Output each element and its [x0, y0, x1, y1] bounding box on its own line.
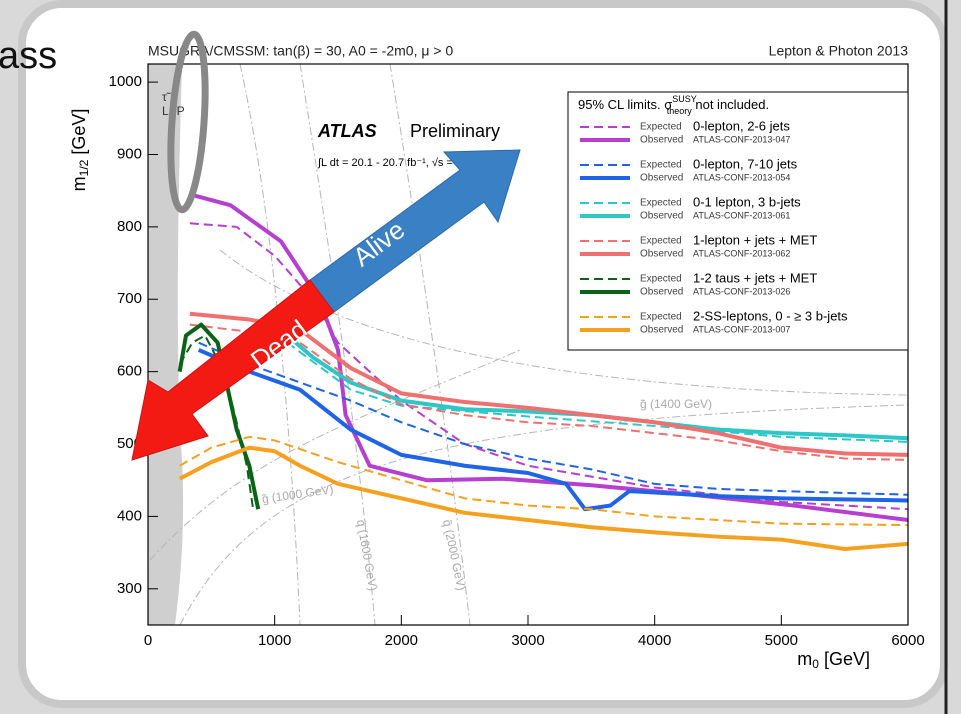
y-axis-label: m1/2 [GeV] — [69, 109, 91, 192]
legend-box — [567, 91, 909, 351]
legend-group-ref: ATLAS-CONF-2013-007 — [693, 324, 790, 334]
legend-entry: Observed — [640, 211, 683, 222]
legend-entry: Observed — [640, 325, 683, 336]
y-tick-label: 900 — [117, 145, 142, 162]
highlight-ellipse — [167, 30, 209, 214]
gluino-1400 — [219, 249, 909, 396]
y-label-main: m — [69, 176, 89, 191]
annotation: g̃ (1400 GeV) — [640, 397, 712, 411]
slide-text: ass — [0, 35, 57, 77]
legend-group-ref: ATLAS-CONF-2013-061 — [693, 210, 790, 220]
x-label-main: m — [797, 649, 812, 669]
legend-title-main: 95% CL limits. σ — [578, 97, 672, 112]
y-tick-label: 800 — [117, 218, 142, 235]
y-tick-label: 600 — [117, 363, 142, 380]
status: Preliminary — [410, 121, 500, 141]
legend-group-label: 1-2 taus + jets + MET — [693, 270, 817, 285]
legend-entry: Observed — [640, 249, 683, 260]
limit-curve — [178, 445, 909, 551]
isomass-lines — [149, 63, 909, 626]
arrow: Alive Dead — [131, 149, 521, 461]
legend-entry: Observed — [640, 173, 683, 184]
y-tick-label: 400 — [117, 507, 142, 524]
x-tick-label: 3000 — [511, 632, 544, 649]
legend-group-ref: ATLAS-CONF-2013-062 — [693, 248, 790, 258]
legend-group-ref: ATLAS-CONF-2013-026 — [693, 286, 790, 296]
legend-entry: Observed — [640, 287, 683, 298]
squark-1600 — [299, 63, 376, 626]
legend-group-label: 0-1 lepton, 3 b-jets — [693, 194, 801, 209]
legend: 95% CL limits. σSUSY theory not included.… — [567, 91, 909, 351]
legend-entry: Expected — [640, 274, 682, 285]
chart-title: MSUGRA/CMSSM: tan(β) = 30, A0 = -2m0, μ … — [148, 43, 453, 59]
limit-curve — [189, 222, 909, 511]
x-tick-label: 4000 — [638, 632, 671, 649]
legend-title: 95% CL limits. σSUSY theory not included. — [578, 94, 769, 116]
luminosity: ∫L dt = 20.1 - 20.7 fb⁻¹, √s = 8 TeV — [317, 157, 485, 169]
legend-group-label: 0-lepton, 7-10 jets — [693, 156, 798, 171]
legend-entry: Expected — [640, 236, 682, 247]
legend-group-label: 1-lepton + jets + MET — [693, 232, 817, 247]
y-tick-label: 1000 — [109, 73, 142, 90]
legend-group-label: 2-SS-leptons, 0 - ≥ 3 b-jets — [693, 308, 848, 323]
axes: 0 1000 2000 3000 4000 5000 6000300400500600700… — [109, 73, 925, 649]
legend-group-ref: ATLAS-CONF-2013-054 — [693, 172, 790, 182]
limit-curve — [189, 323, 909, 461]
arrow-down — [131, 279, 335, 461]
legend-title-sub: theory — [667, 106, 693, 116]
x-label-unit: [GeV] — [819, 649, 870, 669]
legend-entry: Expected — [640, 198, 682, 209]
x-tick-label: 6000 — [891, 632, 924, 649]
arrow-up — [309, 149, 521, 313]
x-tick-label: 2000 — [385, 632, 418, 649]
legend-group-ref: ATLAS-CONF-2013-047 — [693, 134, 790, 144]
limit-curve — [179, 435, 909, 527]
x-tick-label: 5000 — [765, 632, 798, 649]
limit-curve — [286, 341, 909, 443]
lsp-region — [148, 64, 184, 625]
limit-curve — [198, 341, 909, 496]
x-label-sub: 0 — [812, 657, 819, 671]
chart-subtitle: Lepton & Photon 2013 — [769, 43, 909, 59]
limit-curve — [197, 348, 909, 512]
experiment: ATLAS — [317, 121, 377, 141]
y-tick-label: 700 — [117, 290, 142, 307]
x-tick-label: 1000 — [258, 632, 291, 649]
gluino-1000 — [179, 404, 909, 626]
curves — [177, 192, 909, 551]
legend-group-label: 0-lepton, 2-6 jets — [693, 118, 790, 133]
y-tick-label: 300 — [117, 580, 142, 597]
squark-2000 — [389, 63, 471, 626]
legend-entry: Expected — [640, 312, 682, 323]
y-label-sub: 1/2 — [77, 159, 91, 176]
legend-title-rest: not included. — [692, 97, 769, 112]
legend-entry: Expected — [640, 122, 682, 133]
x-axis-label: m0 [GeV] — [797, 649, 870, 671]
legend-title-sup: SUSY — [672, 94, 697, 104]
y-label-unit: [GeV] — [69, 109, 89, 160]
x-tick-label: 0 — [144, 632, 152, 649]
legend-entry: Observed — [640, 135, 683, 146]
legend-entry: Expected — [640, 160, 682, 171]
iso-a — [149, 349, 521, 561]
